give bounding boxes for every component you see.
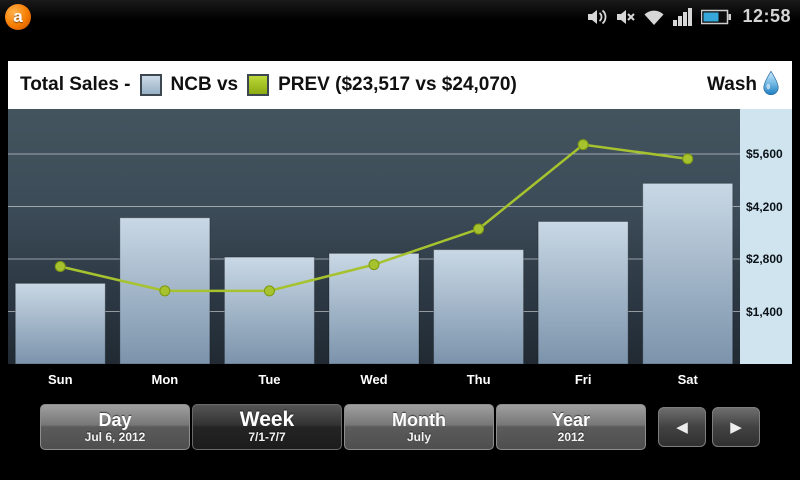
ncb-bar: [433, 249, 525, 364]
ncb-legend-label: NCB vs: [170, 74, 239, 95]
speakerphone-icon: [587, 8, 609, 26]
y-tick-label: $2,800: [746, 252, 783, 266]
chart-area: $1,400 $2,800 $4,200 $5,600: [8, 109, 792, 364]
tab-day-label: Day: [98, 410, 132, 430]
tab-month-sublabel: July: [406, 430, 431, 444]
wash-button[interactable]: Wash: [707, 70, 780, 101]
app-logo-icon: a: [5, 3, 31, 30]
y-tick-label: $4,200: [746, 199, 783, 214]
ncb-bar: [537, 221, 629, 364]
prev-point: [577, 139, 589, 151]
battery-icon: [701, 9, 732, 25]
tab-week-sublabel: 7/1-7/7: [248, 430, 286, 444]
prev-period-button[interactable]: ◀: [658, 407, 706, 447]
x-axis-label: Thu: [466, 371, 491, 387]
tab-month[interactable]: Month July: [344, 404, 494, 450]
page-title: Total Sales -: [20, 74, 131, 95]
prev-point: [263, 285, 275, 297]
ncb-bar: [223, 256, 315, 364]
tab-day-sublabel: Jul 6, 2012: [84, 430, 146, 444]
clock: 12:58: [742, 6, 791, 26]
wash-label: Wash: [707, 74, 757, 95]
prev-point: [368, 259, 380, 271]
ncb-legend-swatch: [139, 74, 162, 96]
x-axis-label: Tue: [258, 371, 281, 387]
status-icons: 12:58: [587, 6, 795, 27]
x-axis-label: Wed: [360, 371, 388, 387]
tab-month-label: Month: [392, 410, 446, 430]
time-range-controls: Day Jul 6, 2012 Week 7/1-7/7 Month July …: [40, 404, 792, 450]
chart-legend-header: Total Sales - NCB vs PREV ($23,517 vs $2…: [8, 61, 792, 109]
tab-week-label: Week: [239, 408, 295, 431]
x-axis-label: Sat: [677, 371, 698, 387]
water-droplet-icon: [762, 70, 780, 101]
tab-week[interactable]: Week 7/1-7/7: [192, 404, 342, 450]
tab-year-sublabel: 2012: [557, 430, 585, 444]
prev-legend-swatch: [247, 74, 270, 96]
signal-icon: [672, 7, 694, 26]
prev-point: [473, 223, 485, 235]
wifi-icon: [643, 8, 665, 26]
ncb-bar: [14, 282, 106, 364]
tab-day[interactable]: Day Jul 6, 2012: [40, 404, 190, 450]
prev-point: [159, 285, 171, 297]
y-tick-label: $5,600: [746, 147, 783, 161]
tab-year-label: Year: [551, 410, 591, 430]
prev-point: [54, 261, 66, 272]
prev-legend-label: PREV ($23,517 vs $24,070): [278, 74, 517, 95]
tab-year[interactable]: Year 2012: [496, 404, 646, 450]
y-axis-panel: $1,400 $2,800 $4,200 $5,600: [740, 109, 792, 364]
chart-plot: [8, 109, 740, 364]
x-axis-label: Mon: [151, 371, 179, 387]
app-logo-letter: a: [13, 7, 23, 26]
x-axis-label: Fri: [574, 371, 592, 387]
next-period-button[interactable]: ▶: [712, 407, 760, 447]
prev-point: [682, 153, 694, 165]
x-axis-labels: Sun Mon Tue Wed Thu Fri Sat: [8, 364, 740, 394]
mute-icon: [616, 8, 636, 26]
y-tick-label: $1,400: [746, 304, 783, 319]
x-axis-label: Sun: [48, 371, 73, 387]
status-bar: a: [0, 0, 800, 33]
ncb-bar: [642, 182, 734, 364]
